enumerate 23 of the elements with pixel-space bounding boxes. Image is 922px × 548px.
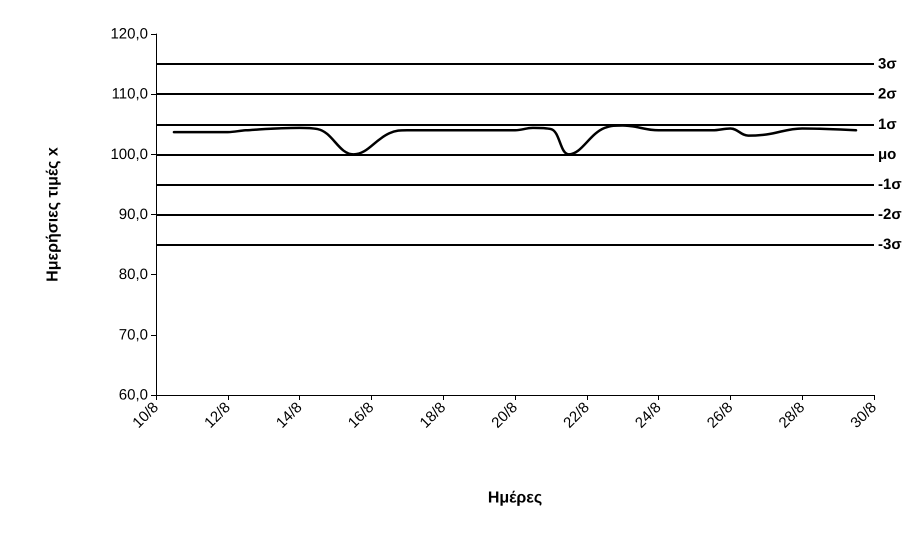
ref-line-label: 1σ xyxy=(878,116,897,133)
x-tick-label: 18/8 xyxy=(416,398,450,432)
ref-line-label: 2σ xyxy=(878,86,897,103)
x-axis-title: Ημέρες xyxy=(488,490,542,506)
y-tick-label: 60,0 xyxy=(118,386,148,404)
ref-line-label: μο xyxy=(878,146,896,163)
x-tick-label: 30/8 xyxy=(847,398,880,432)
y-tick-label: 70,0 xyxy=(118,326,148,344)
x-tick-label: 12/8 xyxy=(201,398,234,432)
x-tick-label: 14/8 xyxy=(272,398,306,432)
ref-line-label: -3σ xyxy=(878,236,902,254)
ref-line-label: -2σ xyxy=(878,206,902,223)
y-tick-label: 120,0 xyxy=(110,26,148,42)
x-tick-label: 26/8 xyxy=(704,398,736,432)
x-tick-label: 16/8 xyxy=(344,398,378,432)
ref-line-label: 3σ xyxy=(878,56,897,73)
x-tick-label: 20/8 xyxy=(488,398,522,432)
y-tick-label: 100,0 xyxy=(110,146,148,163)
y-tick-label: 90,0 xyxy=(118,206,148,223)
y-axis-title: Ημερήσιες τιμές x xyxy=(44,147,62,282)
ref-line-label: -1σ xyxy=(878,176,902,193)
y-tick-label: 110,0 xyxy=(112,86,148,103)
y-tick-label: 80,0 xyxy=(118,266,148,284)
